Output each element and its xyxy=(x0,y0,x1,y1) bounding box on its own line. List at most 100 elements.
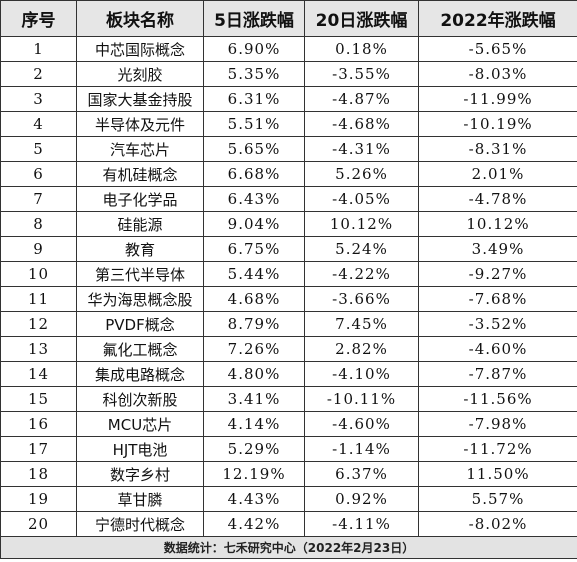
cell-sector-name: 电子化学品 xyxy=(76,186,204,212)
cell-20d-change: -4.11% xyxy=(304,511,419,537)
table-row: 8 硅能源 9.04% 10.12% 10.12% xyxy=(0,211,577,237)
cell-5d-change: 12.19% xyxy=(203,461,305,487)
cell-sector-name: 硅能源 xyxy=(76,211,204,237)
cell-20d-change: -4.87% xyxy=(304,86,419,112)
table-footer: 数据统计：七禾研究中心（2022年2月23日） xyxy=(0,536,577,559)
cell-sector-name: HJT电池 xyxy=(76,436,204,462)
table-header: 序号 板块名称 5日涨跌幅 20日涨跌幅 2022年涨跌幅 xyxy=(0,0,577,37)
table-row: 15 科创次新股 3.41% -10.11% -11.56% xyxy=(0,386,577,412)
cell-5d-change: 5.51% xyxy=(203,111,305,137)
cell-sector-name: 草甘膦 xyxy=(76,486,204,512)
cell-2022-change: -8.03% xyxy=(418,61,577,87)
cell-sector-name: 中芯国际概念 xyxy=(76,36,204,62)
cell-sector-name: 国家大基金持股 xyxy=(76,86,204,112)
cell-index: 11 xyxy=(0,286,77,312)
table-row: 2 光刻胶 5.35% -3.55% -8.03% xyxy=(0,61,577,87)
cell-20d-change: 0.92% xyxy=(304,486,419,512)
cell-sector-name: 汽车芯片 xyxy=(76,136,204,162)
cell-sector-name: 氟化工概念 xyxy=(76,336,204,362)
cell-20d-change: 10.12% xyxy=(304,211,419,237)
table-row: 18 数字乡村 12.19% 6.37% 11.50% xyxy=(0,461,577,487)
cell-2022-change: -8.31% xyxy=(418,136,577,162)
cell-index: 3 xyxy=(0,86,77,112)
cell-index: 12 xyxy=(0,311,77,337)
cell-index: 5 xyxy=(0,136,77,162)
cell-2022-change: -7.87% xyxy=(418,361,577,387)
table-row: 17 HJT电池 5.29% -1.14% -11.72% xyxy=(0,436,577,462)
cell-20d-change: 5.26% xyxy=(304,161,419,187)
cell-2022-change: -7.68% xyxy=(418,286,577,312)
cell-20d-change: -4.10% xyxy=(304,361,419,387)
cell-index: 2 xyxy=(0,61,77,87)
table-row: 1 中芯国际概念 6.90% 0.18% -5.65% xyxy=(0,36,577,62)
cell-5d-change: 4.42% xyxy=(203,511,305,537)
cell-5d-change: 6.90% xyxy=(203,36,305,62)
cell-2022-change: 10.12% xyxy=(418,211,577,237)
cell-2022-change: -9.27% xyxy=(418,261,577,287)
table-row: 13 氟化工概念 7.26% 2.82% -4.60% xyxy=(0,336,577,362)
cell-index: 7 xyxy=(0,186,77,212)
cell-2022-change: -10.19% xyxy=(418,111,577,137)
cell-20d-change: 5.24% xyxy=(304,236,419,262)
cell-5d-change: 6.31% xyxy=(203,86,305,112)
table-row: 19 草甘膦 4.43% 0.92% 5.57% xyxy=(0,486,577,512)
cell-20d-change: 0.18% xyxy=(304,36,419,62)
cell-index: 19 xyxy=(0,486,77,512)
cell-sector-name: 光刻胶 xyxy=(76,61,204,87)
table-row: 4 半导体及元件 5.51% -4.68% -10.19% xyxy=(0,111,577,137)
table-row: 9 教育 6.75% 5.24% 3.49% xyxy=(0,236,577,262)
cell-sector-name: 半导体及元件 xyxy=(76,111,204,137)
cell-sector-name: 科创次新股 xyxy=(76,386,204,412)
cell-index: 14 xyxy=(0,361,77,387)
cell-index: 20 xyxy=(0,511,77,537)
table-row: 12 PVDF概念 8.79% 7.45% -3.52% xyxy=(0,311,577,337)
cell-5d-change: 4.43% xyxy=(203,486,305,512)
cell-5d-change: 4.80% xyxy=(203,361,305,387)
table-row: 16 MCU芯片 4.14% -4.60% -7.98% xyxy=(0,411,577,437)
cell-sector-name: 第三代半导体 xyxy=(76,261,204,287)
cell-5d-change: 6.68% xyxy=(203,161,305,187)
cell-index: 15 xyxy=(0,386,77,412)
table-row: 7 电子化学品 6.43% -4.05% -4.78% xyxy=(0,186,577,212)
cell-5d-change: 8.79% xyxy=(203,311,305,337)
cell-20d-change: -4.31% xyxy=(304,136,419,162)
cell-5d-change: 5.29% xyxy=(203,436,305,462)
cell-index: 1 xyxy=(0,36,77,62)
cell-20d-change: 6.37% xyxy=(304,461,419,487)
cell-index: 8 xyxy=(0,211,77,237)
cell-5d-change: 5.65% xyxy=(203,136,305,162)
cell-index: 13 xyxy=(0,336,77,362)
cell-2022-change: -11.99% xyxy=(418,86,577,112)
cell-index: 9 xyxy=(0,236,77,262)
cell-5d-change: 5.44% xyxy=(203,261,305,287)
cell-20d-change: -3.66% xyxy=(304,286,419,312)
cell-20d-change: -4.22% xyxy=(304,261,419,287)
cell-sector-name: 教育 xyxy=(76,236,204,262)
header-5d-change: 5日涨跌幅 xyxy=(203,0,305,37)
cell-2022-change: -3.52% xyxy=(418,311,577,337)
cell-sector-name: 华为海思概念股 xyxy=(76,286,204,312)
header-sector-name: 板块名称 xyxy=(76,0,204,37)
cell-index: 17 xyxy=(0,436,77,462)
cell-2022-change: -7.98% xyxy=(418,411,577,437)
cell-sector-name: MCU芯片 xyxy=(76,411,204,437)
table-row: 11 华为海思概念股 4.68% -3.66% -7.68% xyxy=(0,286,577,312)
cell-sector-name: 有机硅概念 xyxy=(76,161,204,187)
cell-index: 10 xyxy=(0,261,77,287)
header-20d-change: 20日涨跌幅 xyxy=(304,0,419,37)
cell-2022-change: -8.02% xyxy=(418,511,577,537)
header-row: 序号 板块名称 5日涨跌幅 20日涨跌幅 2022年涨跌幅 xyxy=(0,0,577,37)
cell-20d-change: -4.60% xyxy=(304,411,419,437)
cell-2022-change: 5.57% xyxy=(418,486,577,512)
table-row: 6 有机硅概念 6.68% 5.26% 2.01% xyxy=(0,161,577,187)
cell-20d-change: 7.45% xyxy=(304,311,419,337)
header-index: 序号 xyxy=(0,0,77,37)
cell-5d-change: 4.14% xyxy=(203,411,305,437)
cell-2022-change: -4.78% xyxy=(418,186,577,212)
cell-20d-change: -4.68% xyxy=(304,111,419,137)
cell-20d-change: 2.82% xyxy=(304,336,419,362)
cell-20d-change: -1.14% xyxy=(304,436,419,462)
cell-5d-change: 5.35% xyxy=(203,61,305,87)
